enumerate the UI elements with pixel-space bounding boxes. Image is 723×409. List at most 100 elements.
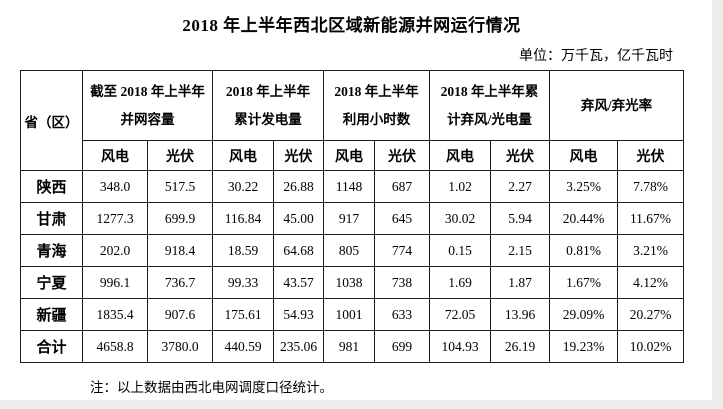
subheader-wind: 风电 (429, 140, 491, 171)
data-cell: 26.88 (273, 170, 324, 203)
data-cell: 918.4 (147, 234, 213, 267)
group-header-curtailment-rate: 弃风/弃光率 (548, 70, 685, 141)
table-row-shaanxi: 陕西 348.0 517.5 30.22 26.88 1148 687 1.02… (20, 170, 685, 203)
data-cell: 26.19 (490, 330, 550, 363)
data-cell: 1277.3 (82, 202, 148, 235)
group-header-curtailed-energy: 2018 年上半年累 计弃风/光电量 (429, 70, 550, 141)
subheader-solar: 光伏 (374, 140, 430, 171)
subheader-wind: 风电 (323, 140, 375, 171)
group-header-utilization-hours: 2018 年上半年 利用小时数 (323, 70, 430, 141)
data-cell: 4.12% (616, 266, 685, 299)
energy-data-table: 省（区） 截至 2018 年上半年 并网容量 2018 年上半年 累计发电量 2… (20, 70, 685, 363)
data-cell: 1.02 (429, 170, 491, 203)
subheader-solar: 光伏 (147, 140, 213, 171)
group-header-line: 利用小时数 (342, 111, 411, 127)
data-cell: 699.9 (147, 202, 213, 235)
data-cell: 645 (374, 202, 430, 235)
table-row-qinghai: 青海 202.0 918.4 18.59 64.68 805 774 0.15 … (20, 234, 685, 267)
data-cell: 699 (374, 330, 430, 363)
data-cell: 99.33 (212, 266, 274, 299)
data-cell: 1001 (323, 298, 375, 331)
data-cell: 235.06 (273, 330, 324, 363)
province-cell: 陕西 (20, 170, 83, 203)
group-header-line: 累计发电量 (234, 111, 302, 127)
subheader-solar: 光伏 (273, 140, 324, 171)
data-cell: 11.67% (616, 202, 685, 235)
unit-note: 单位：万千瓦，亿千瓦时 (519, 49, 673, 64)
data-cell: 3.25% (549, 170, 618, 203)
data-cell: 64.68 (273, 234, 324, 267)
data-cell: 981 (323, 330, 375, 363)
data-cell: 5.94 (490, 202, 550, 235)
data-cell: 54.93 (273, 298, 324, 331)
data-cell: 907.6 (147, 298, 213, 331)
data-cell: 30.02 (429, 202, 491, 235)
data-cell: 736.7 (147, 266, 213, 299)
data-cell: 2.27 (490, 170, 550, 203)
page-edge-bottom-strip (0, 400, 712, 409)
data-cell: 202.0 (82, 234, 148, 267)
data-cell: 1.67% (549, 266, 618, 299)
data-cell: 805 (323, 234, 375, 267)
total-row-label: 合计 (20, 330, 83, 363)
group-header-line: 2018 年上半年 (225, 83, 311, 99)
data-cell: 633 (374, 298, 430, 331)
group-header-line: 弃风/弃光率 (580, 97, 653, 113)
group-header-line: 2018 年上半年累 (440, 83, 539, 99)
group-header-line: 并网容量 (120, 111, 175, 127)
data-cell: 45.00 (273, 202, 324, 235)
data-cell: 440.59 (212, 330, 274, 363)
data-cell: 1.87 (490, 266, 550, 299)
page-title: 2018 年上半年西北区域新能源并网运行情况 (182, 16, 521, 35)
table-row-xinjiang: 新疆 1835.4 907.6 175.61 54.93 1001 633 72… (20, 298, 685, 331)
data-cell: 517.5 (147, 170, 213, 203)
corner-header-province: 省（区） (20, 70, 83, 171)
data-cell: 996.1 (82, 266, 148, 299)
data-cell: 774 (374, 234, 430, 267)
data-cell: 18.59 (212, 234, 274, 267)
province-cell: 新疆 (20, 298, 83, 331)
data-cell: 917 (323, 202, 375, 235)
data-cell: 175.61 (212, 298, 274, 331)
data-cell: 348.0 (82, 170, 148, 203)
data-cell: 104.93 (429, 330, 491, 363)
data-cell: 738 (374, 266, 430, 299)
data-cell: 1.69 (429, 266, 491, 299)
data-cell: 7.78% (616, 170, 685, 203)
data-cell: 1148 (323, 170, 375, 203)
subheader-wind: 风电 (212, 140, 274, 171)
document-content: 2018 年上半年西北区域新能源并网运行情况 单位：万千瓦，亿千瓦时 省（区） … (20, 0, 685, 396)
subheader-solar: 光伏 (616, 140, 685, 171)
page-edge-right-strip (712, 0, 723, 409)
province-cell: 甘肃 (20, 202, 83, 235)
data-cell: 1835.4 (82, 298, 148, 331)
data-cell: 19.23% (549, 330, 618, 363)
data-cell: 0.81% (549, 234, 618, 267)
data-cell: 3.21% (616, 234, 685, 267)
province-cell: 宁夏 (20, 266, 83, 299)
group-header-generation: 2018 年上半年 累计发电量 (212, 70, 324, 141)
header-sub-row: 风电 光伏 风电 光伏 风电 光伏 风电 光伏 风电 光伏 (21, 140, 685, 171)
group-header-line: 计弃风/光电量 (447, 111, 532, 127)
group-header-grid-capacity: 截至 2018 年上半年 并网容量 (82, 70, 213, 141)
header-group-row: 省（区） 截至 2018 年上半年 并网容量 2018 年上半年 累计发电量 2… (20, 70, 685, 171)
table-row-total: 合计 4658.8 3780.0 440.59 235.06 981 699 1… (20, 330, 685, 363)
data-cell: 0.15 (429, 234, 491, 267)
data-cell: 10.02% (616, 330, 685, 363)
data-cell: 20.44% (549, 202, 618, 235)
footnote: 注：以上数据由西北电网调度口径统计。 (90, 380, 333, 395)
table-row-ningxia: 宁夏 996.1 736.7 99.33 43.57 1038 738 1.69… (20, 266, 685, 299)
data-cell: 20.27% (616, 298, 685, 331)
data-cell: 3780.0 (147, 330, 213, 363)
subheader-wind: 风电 (82, 140, 148, 171)
province-cell: 青海 (20, 234, 83, 267)
subheader-wind: 风电 (549, 140, 618, 171)
data-cell: 29.09% (549, 298, 618, 331)
data-cell: 43.57 (273, 266, 324, 299)
subheader-solar: 光伏 (490, 140, 550, 171)
data-cell: 4658.8 (82, 330, 148, 363)
data-cell: 72.05 (429, 298, 491, 331)
data-cell: 30.22 (212, 170, 274, 203)
data-cell: 1038 (323, 266, 375, 299)
group-header-line: 2018 年上半年 (334, 83, 419, 99)
